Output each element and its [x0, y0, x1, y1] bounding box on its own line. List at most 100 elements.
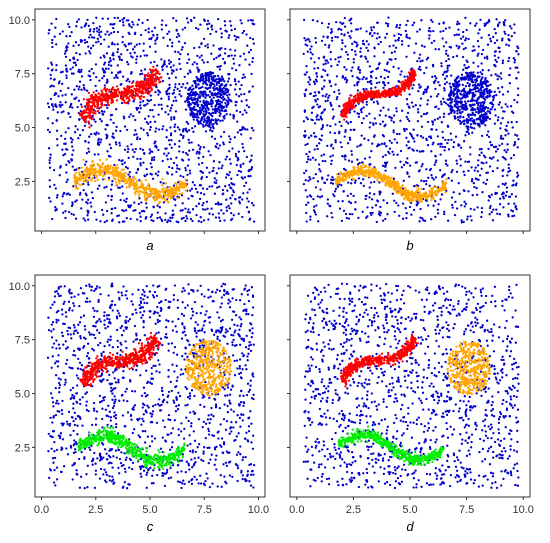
- data-point: [516, 87, 520, 90]
- data-point: [384, 22, 388, 25]
- data-point: [371, 142, 374, 145]
- data-point: [129, 42, 133, 45]
- data-point: [93, 210, 96, 214]
- data-point: [147, 183, 150, 186]
- data-point: [479, 18, 482, 22]
- data-point: [218, 95, 221, 98]
- data-point: [124, 172, 127, 175]
- data-point: [134, 147, 137, 151]
- data-point: [475, 110, 478, 114]
- data-point: [139, 84, 142, 87]
- data-point: [188, 87, 191, 91]
- data-point: [78, 171, 81, 174]
- data-point: [86, 105, 90, 108]
- data-point: [443, 149, 446, 152]
- data-point: [379, 122, 382, 126]
- data-point: [220, 104, 224, 108]
- data-point: [321, 124, 325, 127]
- data-point: [175, 170, 178, 174]
- data-point: [159, 190, 162, 194]
- data-point: [100, 30, 103, 33]
- data-point: [157, 76, 160, 80]
- data-point: [161, 178, 164, 181]
- data-point: [234, 155, 238, 158]
- data-point: [464, 134, 467, 137]
- data-point: [252, 129, 255, 132]
- data-point: [376, 92, 379, 95]
- data-point: [125, 79, 128, 82]
- data-point: [206, 43, 209, 46]
- data-point: [497, 23, 500, 26]
- data-point: [59, 165, 62, 168]
- data-point: [176, 196, 179, 200]
- data-point: [228, 135, 231, 138]
- data-point: [97, 97, 101, 100]
- data-point: [245, 111, 248, 114]
- data-point: [486, 43, 490, 46]
- data-point: [160, 97, 163, 100]
- data-point: [132, 114, 135, 118]
- data-point: [462, 47, 465, 51]
- data-point: [475, 186, 478, 190]
- data-point: [232, 214, 235, 217]
- data-point: [85, 40, 89, 44]
- data-point: [139, 101, 142, 104]
- data-point: [357, 177, 361, 180]
- data-point: [321, 159, 324, 163]
- data-point: [115, 73, 118, 77]
- data-point: [420, 150, 424, 153]
- data-point: [370, 213, 373, 217]
- data-point: [182, 134, 185, 138]
- data-point: [69, 115, 72, 119]
- data-point: [395, 107, 398, 110]
- data-point: [82, 171, 85, 174]
- data-point: [477, 45, 480, 48]
- data-point: [157, 170, 160, 173]
- data-point: [462, 68, 465, 71]
- data-point: [167, 219, 170, 222]
- data-point: [203, 80, 206, 84]
- data-point: [147, 72, 150, 75]
- data-point: [500, 193, 504, 196]
- data-point: [358, 78, 361, 81]
- data-point: [248, 160, 252, 163]
- data-point: [120, 168, 124, 171]
- data-point: [252, 204, 255, 207]
- data-point: [426, 99, 430, 102]
- data-point: [196, 191, 199, 194]
- data-point: [134, 88, 138, 91]
- data-point: [211, 100, 214, 103]
- data-point: [127, 23, 131, 26]
- data-point: [175, 220, 178, 223]
- data-point: [128, 32, 131, 36]
- data-point: [412, 128, 415, 131]
- data-point: [214, 111, 217, 115]
- data-point: [242, 192, 245, 195]
- data-point: [152, 33, 155, 37]
- data-point: [141, 21, 144, 25]
- data-point: [99, 173, 102, 177]
- data-point: [129, 204, 133, 207]
- data-point: [229, 113, 232, 116]
- data-point: [82, 158, 85, 162]
- data-point: [76, 128, 79, 131]
- data-point: [341, 154, 344, 158]
- data-point: [503, 183, 506, 186]
- data-point: [125, 97, 128, 100]
- data-point: [496, 74, 499, 77]
- data-point: [501, 169, 504, 172]
- data-point: [352, 61, 355, 64]
- data-point: [179, 174, 182, 178]
- data-point: [488, 117, 491, 121]
- data-point: [231, 147, 234, 150]
- data-point: [98, 33, 101, 37]
- data-point: [197, 220, 200, 223]
- data-point: [108, 33, 111, 36]
- data-point: [118, 141, 121, 145]
- data-point: [493, 50, 497, 53]
- data-point: [75, 85, 78, 88]
- data-point: [311, 106, 314, 110]
- data-point: [196, 114, 199, 117]
- data-point: [460, 219, 463, 222]
- data-point: [146, 83, 149, 86]
